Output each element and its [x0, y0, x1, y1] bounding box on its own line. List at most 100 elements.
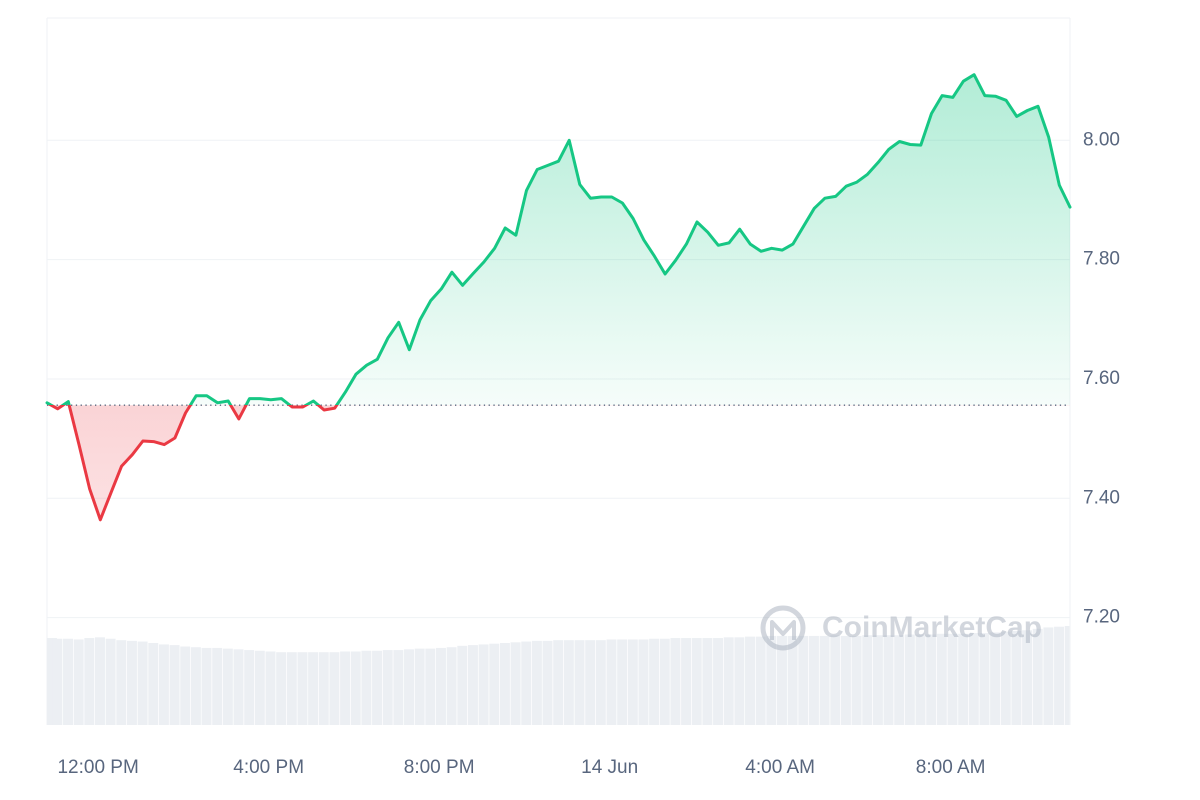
volume-bar [1032, 628, 1043, 725]
volume-bar [755, 636, 766, 725]
volume-bar [819, 635, 830, 725]
volume-bar [531, 640, 542, 725]
volume-bar [563, 640, 574, 725]
volume-bar [681, 638, 692, 725]
volume-bar [233, 649, 244, 725]
volume-bar [137, 641, 148, 725]
x-tick-label: 4:00 PM [233, 757, 304, 778]
volume-bar [478, 644, 489, 725]
volume-bar [308, 652, 319, 725]
watermark-logo [770, 620, 796, 640]
volume-bar [745, 636, 755, 725]
volume-bar [180, 646, 191, 725]
volume-bar [766, 635, 777, 725]
volume-bar [63, 638, 73, 725]
y-tick-label: 7.40 [1083, 487, 1120, 508]
volume-bar [968, 633, 979, 725]
volume-bar [659, 638, 670, 725]
volume-bar [787, 635, 798, 725]
watermark-logo [760, 605, 806, 651]
watermark: CoinMarketCap [760, 605, 1042, 651]
volume-bar [702, 638, 713, 725]
volume-bar [979, 633, 990, 725]
volume-bar [830, 635, 841, 725]
volume-bar [265, 651, 276, 725]
volume-bar [276, 652, 287, 725]
volume-bar [201, 647, 212, 725]
price-line [45, 73, 1072, 522]
volume-bar [372, 650, 383, 725]
volume-bar [894, 635, 905, 725]
volume-bar [286, 652, 297, 725]
x-tick-label: 14 Jun [581, 757, 638, 778]
volume-bar [990, 632, 1001, 725]
volume-bar [606, 639, 617, 725]
volume-bar [361, 650, 372, 725]
volume-bar [329, 652, 340, 725]
volume-bar [947, 633, 958, 725]
volume-bar [436, 647, 446, 725]
volume-bar [521, 641, 532, 725]
volume-bar [723, 637, 734, 725]
volume-bar [73, 639, 84, 725]
volume-bar [158, 644, 169, 725]
volume-bar [510, 642, 521, 725]
volume-bar [1064, 626, 1070, 725]
volume-bar [574, 640, 585, 725]
volume-bar [382, 650, 393, 725]
volume-bar [169, 645, 180, 725]
volume-bar [340, 651, 351, 725]
volume-bar [840, 635, 851, 725]
volume-bar [904, 634, 915, 725]
y-tick-label: 7.20 [1083, 607, 1120, 628]
volume-bar [585, 640, 596, 725]
volume-bar [691, 638, 702, 725]
volume-bar [595, 640, 606, 725]
volume-bar [116, 640, 127, 725]
volume-bar [670, 638, 681, 725]
watermark-text: CoinMarketCap [822, 611, 1042, 644]
volume-bar [222, 648, 233, 725]
volume-bar [872, 635, 883, 725]
y-tick-label: 7.80 [1083, 249, 1120, 270]
volume-bar [851, 635, 862, 725]
volume-bar [52, 638, 63, 725]
volume-bar [446, 647, 457, 725]
volume-bar [148, 642, 159, 725]
volume-bar [958, 633, 969, 725]
volume-bar [95, 637, 105, 725]
volume-bar [297, 652, 308, 725]
volume-bar [649, 638, 660, 725]
volume-bar [499, 642, 510, 725]
y-tick-label: 7.60 [1083, 368, 1120, 389]
volume-bar [489, 643, 500, 725]
volume-bar [467, 645, 478, 725]
volume-bar [553, 640, 564, 725]
volume-bar [254, 650, 265, 725]
volume-bar [350, 651, 361, 725]
volume-bar [862, 635, 873, 725]
volume-bar [808, 635, 819, 725]
volume-bar [212, 647, 223, 725]
volume-bar [1022, 630, 1033, 725]
volume-bar [777, 635, 787, 725]
volume-bar [84, 638, 95, 725]
volume-bar [617, 639, 628, 725]
volume-bar [457, 645, 468, 725]
volume-bar [47, 638, 57, 725]
volume-bar [926, 634, 937, 725]
volume-bar [915, 634, 926, 725]
volume-bar [105, 638, 116, 725]
volume-bar [126, 640, 137, 725]
x-tick-label: 12:00 PM [57, 757, 138, 778]
volume-bar [1043, 627, 1054, 725]
volume-bar [798, 635, 809, 725]
x-tick-label: 8:00 PM [404, 757, 475, 778]
volume-bar [404, 649, 414, 725]
price-area [47, 74, 1070, 520]
volume-bar [1054, 626, 1065, 725]
volume-bar [1000, 631, 1011, 725]
volume-bar [713, 638, 724, 725]
